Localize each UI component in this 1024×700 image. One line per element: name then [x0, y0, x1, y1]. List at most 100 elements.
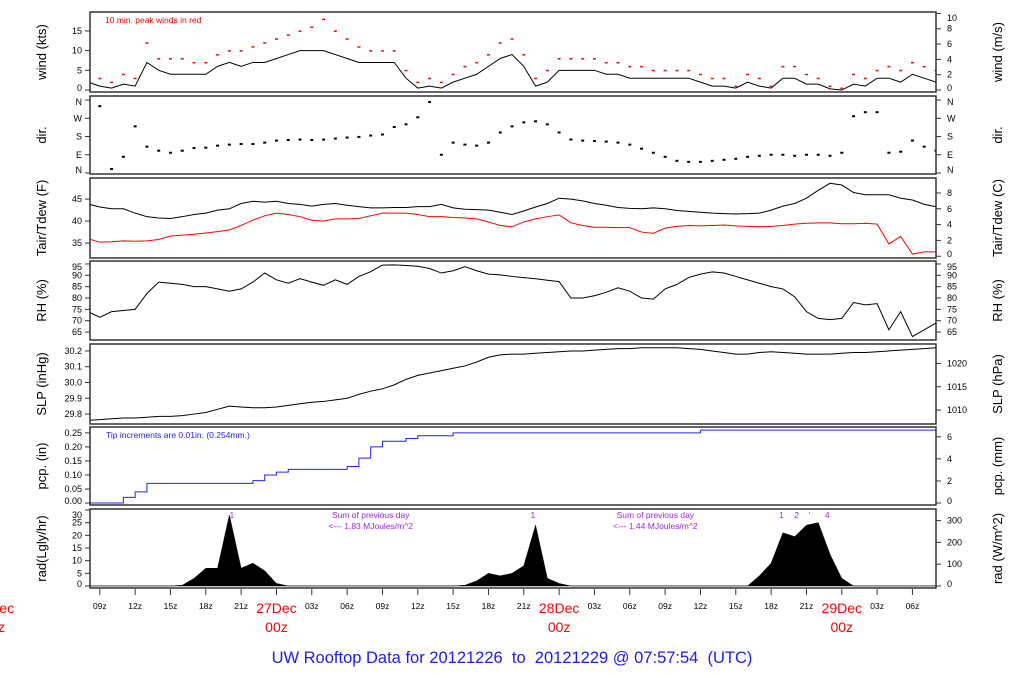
- dir-point: [828, 154, 832, 157]
- rad-peak-marker: ': [809, 510, 811, 520]
- x-tick-label: 12z: [694, 601, 708, 611]
- dir-point: [522, 121, 526, 124]
- x-date-label: 29Dec: [822, 600, 862, 616]
- y-tick-label: 40: [72, 216, 82, 226]
- y-right-tick-label: 6: [947, 204, 952, 214]
- wind-peak-mark: [392, 50, 396, 52]
- dir-point: [168, 151, 172, 154]
- y-tick-label: S: [76, 132, 82, 142]
- wind-peak-mark: [510, 38, 514, 40]
- wind-peak-mark: [251, 46, 255, 48]
- panel-temp: 35 40 45 0 2 4 6 8 Tair/Tdew (F) Tair/Tdew (C): [34, 177, 1005, 259]
- y-axis-label: pcp. (in): [34, 443, 49, 490]
- y-tick-label: 20: [72, 530, 82, 540]
- y-tick-label: 95: [72, 262, 82, 272]
- y-right-tick-label: W: [947, 113, 956, 123]
- x-tick-label: 06z: [906, 601, 920, 611]
- wind-peak-mark: [840, 87, 844, 90]
- y-tick-label: 5: [77, 65, 82, 75]
- x-tick-label: 21z: [234, 601, 248, 611]
- dir-point: [357, 135, 361, 138]
- x-axis: 09z 12z 15z 18z 21z 03z 06z 09z 12z 15z 18z 21z 03z 0…: [0, 589, 919, 635]
- wind-peak-mark: [486, 54, 490, 56]
- x-date-hour-label: 00z: [265, 619, 288, 635]
- series-group: [90, 264, 936, 338]
- y-tick-label: 45: [72, 194, 82, 204]
- y-axis-label: SLP (inHg): [34, 352, 49, 415]
- wind-peak-mark: [192, 61, 196, 64]
- wind-peak-mark: [604, 61, 608, 64]
- wind-peak-mark: [828, 85, 832, 88]
- y-tick-label: 90: [72, 270, 82, 280]
- series-group: [90, 515, 936, 587]
- y-tick-label: 0.00: [64, 496, 82, 506]
- wind-peak-mark: [804, 73, 808, 76]
- dir-point: [227, 143, 231, 146]
- wind-peak-mark: [722, 77, 726, 80]
- daily-sum-note: Sum of previous day: [332, 510, 410, 520]
- dir-point: [569, 138, 573, 141]
- wind-peak-mark: [757, 77, 761, 80]
- y-tick-label: E: [76, 150, 82, 160]
- x-tick-label: 15z: [164, 601, 178, 611]
- wind-peak-mark: [816, 77, 820, 80]
- y-right-tick-label: 80: [947, 293, 957, 303]
- y-tick-label: 30.1: [64, 362, 82, 372]
- y-axis-label-right: dir.: [990, 126, 1005, 143]
- panel-frame: [89, 177, 937, 259]
- wind-peak-mark: [687, 69, 691, 72]
- dir-point: [204, 146, 208, 149]
- slp-series-line: [90, 347, 936, 421]
- rad-peak-marker: 1: [779, 510, 784, 520]
- y-axis-label: Tair/Tdew (F): [34, 180, 49, 257]
- dir-point: [286, 138, 290, 141]
- pcp-annotation: Tip increments are 0.01in. (0.254mm.): [106, 430, 250, 440]
- wind-peak-mark: [698, 73, 702, 76]
- dir-point: [428, 101, 432, 104]
- wind-peak-mark: [133, 77, 137, 80]
- dir-point: [180, 149, 184, 152]
- y-right-tick-label: S: [947, 132, 953, 142]
- y-right-tick-label: 2: [947, 70, 952, 80]
- dir-point: [793, 154, 797, 157]
- wind-series-line: [90, 50, 936, 91]
- temp-series-line: [90, 212, 936, 255]
- wind-peak-mark: [145, 42, 149, 44]
- wind-peak-mark: [157, 58, 161, 60]
- wind-peak-mark: [710, 77, 714, 80]
- dir-point: [392, 125, 396, 128]
- x-date-label: 27Dec: [256, 600, 296, 616]
- x-tick-label: 21z: [517, 601, 531, 611]
- dir-point: [192, 147, 196, 150]
- dir-point: [498, 131, 502, 134]
- dir-point: [110, 167, 114, 170]
- dir-point: [910, 139, 914, 142]
- y-tick-label: 75: [72, 304, 82, 314]
- y-axis-label: rad(Lgly/hr): [34, 515, 49, 581]
- y-tick-label: 0.05: [64, 484, 82, 494]
- wind-peak-mark: [310, 26, 314, 28]
- daily-sum-note: Sum of previous day: [617, 510, 695, 520]
- x-tick-label: 18z: [482, 601, 496, 611]
- dir-point: [486, 141, 490, 144]
- dir-point: [145, 145, 149, 148]
- wind-peak-mark: [428, 77, 432, 80]
- wind-peak-mark: [475, 61, 479, 64]
- y-tick-label: 0: [77, 83, 82, 93]
- dir-point: [251, 143, 255, 146]
- wind-peak-mark: [628, 65, 632, 68]
- dir-point: [852, 115, 856, 118]
- dir-point: [710, 159, 714, 162]
- dir-point: [899, 150, 903, 153]
- wind-peak-mark: [439, 81, 443, 84]
- y-tick-label: 0.25: [64, 428, 82, 438]
- x-tick-label: 09z: [93, 601, 107, 611]
- dir-point: [781, 153, 785, 156]
- wind-peak-mark: [168, 58, 172, 60]
- dir-point: [216, 144, 220, 147]
- x-date-hour-label: 00z: [830, 619, 853, 635]
- wind-peak-mark: [852, 73, 856, 76]
- wind-peak-mark: [498, 42, 502, 44]
- y-tick-label: 0.20: [64, 442, 82, 452]
